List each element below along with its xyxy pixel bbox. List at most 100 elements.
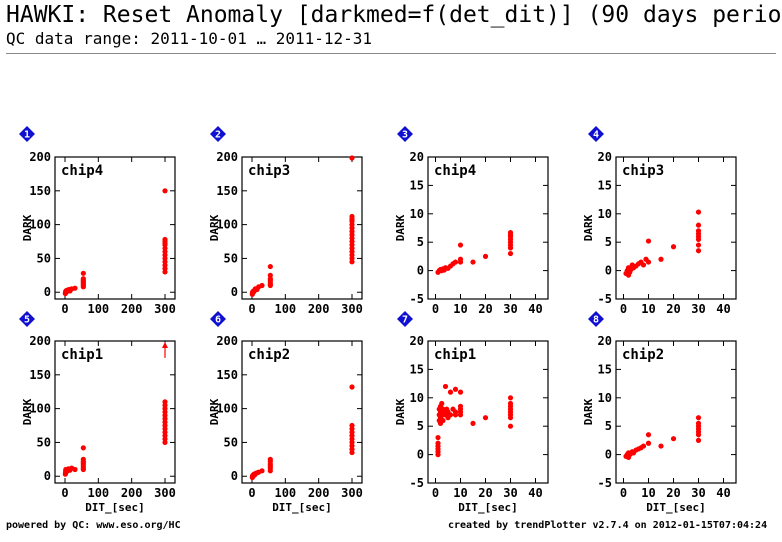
data-point <box>259 282 265 289</box>
x-tick-label: 10 <box>453 486 467 500</box>
y-tick-label: 150 <box>216 184 238 198</box>
data-point <box>457 242 464 248</box>
y-tick-label: 100 <box>29 402 51 416</box>
data-point <box>162 236 168 243</box>
data-point <box>452 259 459 265</box>
data-point <box>435 434 441 441</box>
x-tick-label: 30 <box>691 302 705 316</box>
data-point <box>695 420 702 426</box>
x-tick-label: 300 <box>341 486 363 500</box>
y-tick-label: 5 <box>605 419 612 433</box>
y-tick-label: 15 <box>410 362 424 376</box>
panel-badge-diamond <box>397 126 413 142</box>
panel-badge-diamond <box>210 126 226 142</box>
y-tick-label: -5 <box>598 476 612 490</box>
y-tick-label: 50 <box>224 435 238 449</box>
chip-label: chip1 <box>434 347 476 363</box>
y-axis-label: DARK <box>208 398 221 425</box>
data-point <box>645 238 652 244</box>
x-tick-label: 300 <box>154 302 176 316</box>
data-point <box>452 409 459 415</box>
chip-label: chip4 <box>434 163 476 179</box>
x-tick-label: 0 <box>61 486 68 500</box>
footer-created-by: created by trendPlotter v2.7.4 on 2012-0… <box>448 520 768 531</box>
data-point <box>695 222 702 228</box>
page-title: HAWKI: Reset Anomaly [darkmed=f(det_dit)… <box>6 2 782 28</box>
data-point <box>80 456 86 462</box>
x-tick-label: 100 <box>87 486 109 500</box>
x-tick-label: 300 <box>154 486 176 500</box>
data-point <box>452 386 459 392</box>
data-point <box>349 384 355 390</box>
x-tick-label: 0 <box>620 486 627 500</box>
y-tick-label: 100 <box>29 218 51 232</box>
x-tick-label: 40 <box>716 486 730 500</box>
x-tick-label: 10 <box>641 302 655 316</box>
plot-frame <box>241 340 363 484</box>
plot-frame <box>427 156 549 300</box>
y-tick-label: 0 <box>417 448 424 462</box>
data-point <box>470 420 476 426</box>
data-point <box>457 256 464 262</box>
data-point <box>670 244 677 250</box>
y-tick-label: 50 <box>37 251 51 265</box>
y-tick-label: 0 <box>417 264 424 278</box>
chip-label: chip3 <box>622 163 664 179</box>
panel-badge-number: 4 <box>593 130 599 141</box>
chart-panel-7: 7 -5 0 5 10 15 20 0 10 20 30 40 chip1 DARK DIT_[sec] <box>394 311 549 514</box>
data-point <box>695 415 702 421</box>
chip-label: chip3 <box>248 163 290 179</box>
data-point <box>349 155 355 161</box>
x-tick-label: 30 <box>503 486 517 500</box>
x-tick-label: 0 <box>432 302 439 316</box>
x-tick-label: 200 <box>308 302 330 316</box>
x-axis-label: DIT_[sec] <box>85 501 145 514</box>
x-tick-label: 300 <box>341 302 363 316</box>
panel-badge-number: 1 <box>24 130 30 141</box>
y-tick-label: 10 <box>410 391 424 405</box>
data-point <box>440 417 446 424</box>
data-point <box>72 466 78 473</box>
x-tick-label: 40 <box>528 302 542 316</box>
data-point <box>695 437 702 443</box>
x-tick-label: 20 <box>666 302 680 316</box>
data-point <box>447 412 454 418</box>
y-tick-label: 15 <box>598 362 612 376</box>
y-tick-label: 20 <box>598 150 612 164</box>
data-point <box>349 422 355 429</box>
y-tick-label: -5 <box>598 292 612 306</box>
panel-badge-number: 7 <box>402 315 408 326</box>
x-tick-label: 10 <box>453 302 467 316</box>
data-point <box>349 213 355 220</box>
data-point <box>442 383 449 390</box>
y-tick-label: 100 <box>216 402 238 416</box>
plot-frame <box>615 156 737 300</box>
data-point <box>695 228 702 234</box>
data-point <box>670 436 677 442</box>
y-tick-label: 10 <box>598 391 612 405</box>
data-point <box>267 456 273 462</box>
title-divider <box>6 53 776 54</box>
y-tick-label: 10 <box>598 207 612 221</box>
y-tick-label: 20 <box>410 334 424 348</box>
data-point <box>507 423 514 429</box>
y-tick-label: 15 <box>410 178 424 192</box>
data-point <box>162 188 168 194</box>
y-tick-label: 5 <box>605 235 612 249</box>
x-tick-label: 100 <box>274 302 296 316</box>
data-point <box>482 253 489 259</box>
panel-badge-number: 2 <box>215 130 221 141</box>
data-point <box>80 276 86 282</box>
data-point <box>72 285 78 291</box>
data-point <box>447 389 454 395</box>
y-axis-label: DARK <box>21 214 34 241</box>
data-point <box>457 389 464 395</box>
data-point <box>640 262 647 268</box>
chart-panel-4: 4 -5 0 5 10 15 20 0 10 20 30 40 chip3 DARK <box>582 126 737 316</box>
x-axis-label: DIT_[sec] <box>272 501 332 514</box>
y-tick-label: 150 <box>29 184 51 198</box>
x-tick-label: 30 <box>691 486 705 500</box>
panel-badge-diamond <box>19 311 35 327</box>
data-point <box>259 468 265 474</box>
